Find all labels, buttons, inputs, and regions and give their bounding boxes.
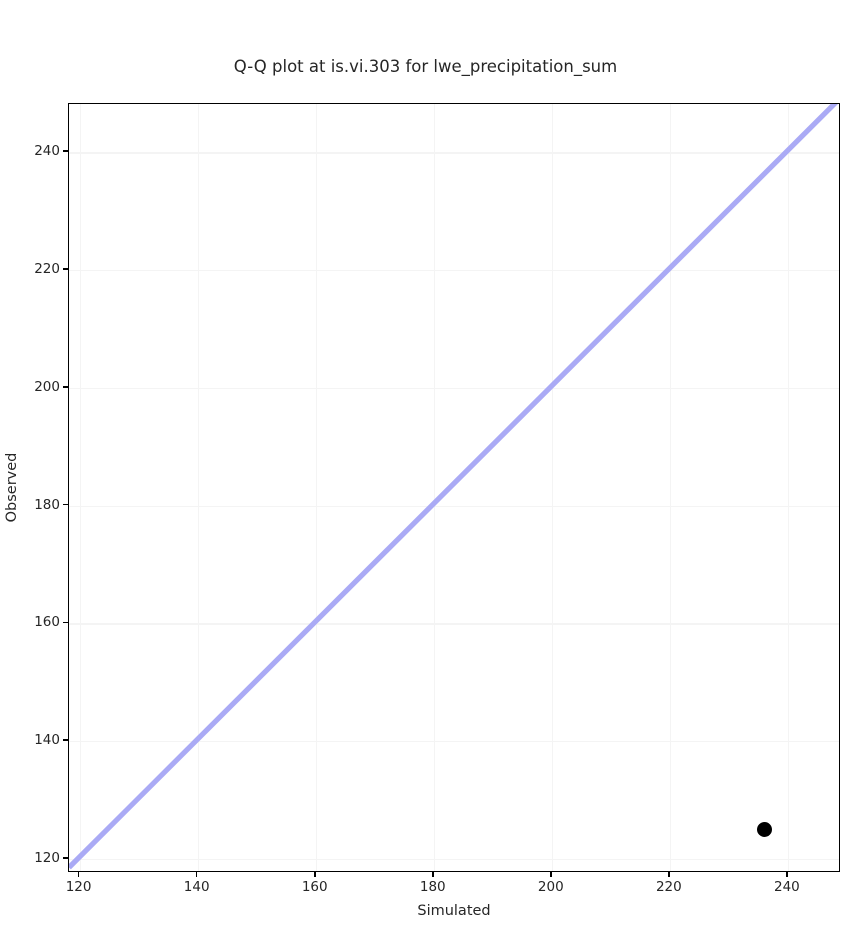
y-tick-label: 160	[34, 614, 60, 631]
y-tick-mark	[63, 857, 68, 859]
plot-area	[68, 103, 840, 872]
x-tick-label: 160	[301, 879, 328, 895]
x-tick-mark	[786, 872, 788, 877]
x-tick-mark	[431, 872, 434, 877]
x-tick-label: 220	[655, 879, 682, 895]
x-tick-label: 180	[419, 879, 446, 895]
scatter-point	[756, 821, 772, 837]
gridline-horizontal	[69, 623, 839, 625]
y-tick-mark	[63, 621, 68, 624]
gridline-horizontal	[69, 741, 839, 743]
x-tick-mark	[77, 872, 80, 877]
y-tick-label: 220	[34, 261, 60, 278]
x-tick-mark	[313, 872, 316, 877]
x-tick-label: 140	[183, 879, 210, 895]
gridline-vertical	[197, 104, 200, 871]
y-tick-mark	[63, 386, 68, 388]
gridline-vertical	[669, 104, 672, 871]
x-axis-label: Simulated	[417, 903, 491, 919]
y-tick-label: 140	[34, 732, 60, 749]
gridline-vertical	[551, 104, 554, 871]
gridline-horizontal	[69, 152, 839, 154]
gridline-horizontal	[69, 505, 839, 507]
chart-title-line-1: Q-Q plot at is.vi.303 for lwe_precipitat…	[233, 57, 618, 76]
y-tick-label: 240	[34, 143, 60, 160]
y-tick-mark	[63, 739, 68, 741]
y-tick-label: 200	[34, 378, 60, 395]
y-tick-mark	[63, 503, 68, 506]
gridline-vertical	[787, 104, 790, 871]
gridline-vertical	[433, 104, 436, 871]
gridline-horizontal	[69, 387, 839, 390]
identity-line	[69, 104, 839, 871]
x-tick-label: 200	[537, 879, 564, 895]
x-tick-label: 240	[773, 879, 800, 895]
x-tick-mark	[668, 872, 670, 877]
y-tick-label: 120	[34, 849, 60, 866]
gridline-vertical	[315, 104, 318, 871]
y-tick-mark	[63, 150, 68, 153]
x-tick-mark	[549, 872, 552, 877]
y-tick-mark	[63, 268, 68, 270]
gridline-horizontal	[69, 858, 839, 861]
y-tick-label: 180	[34, 496, 60, 513]
gridline-vertical	[79, 104, 81, 871]
x-tick-mark	[195, 872, 198, 877]
gridline-horizontal	[69, 270, 839, 272]
y-axis-label: Observed	[4, 452, 20, 523]
x-tick-label: 120	[65, 879, 92, 895]
